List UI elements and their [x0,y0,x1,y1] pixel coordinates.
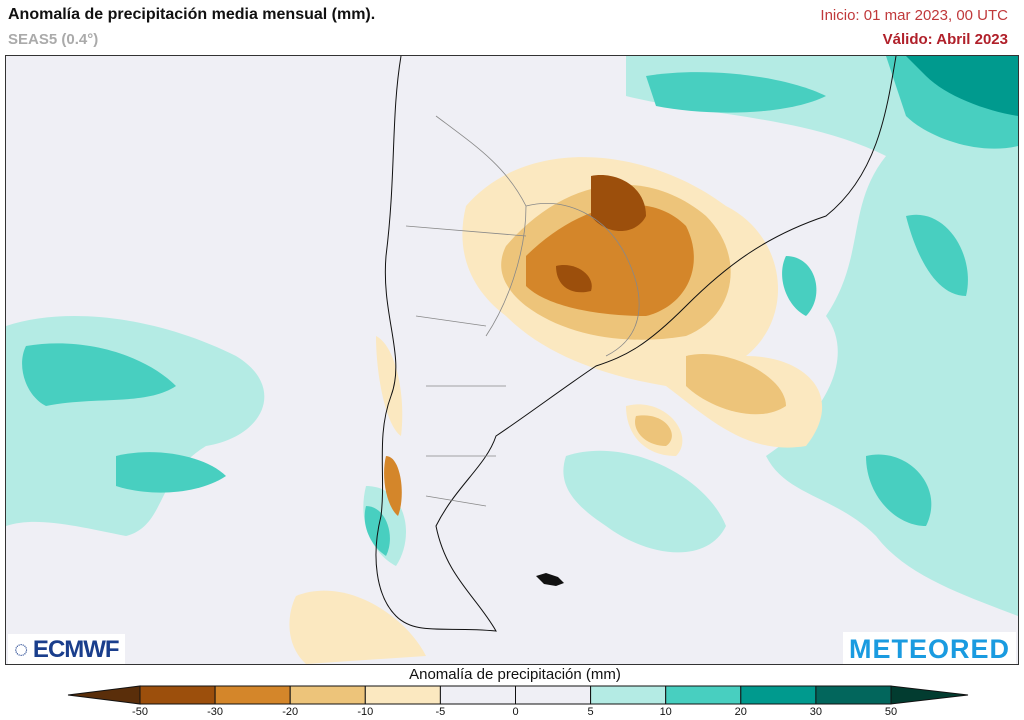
colorbar-tick-label: 5 [587,706,594,718]
colorbar-segment [590,685,667,705]
meteored-logo: METEORED [842,632,1016,664]
colorbar-tick-label: -20 [282,706,299,718]
wet-anomalies [6,56,1018,616]
precipitation-anomaly-map: ◌ ECMWF METEORED [5,55,1019,665]
colorbar-segment [665,685,742,705]
map-title: Anomalía de precipitación media mensual … [8,6,376,23]
colorbar-tick-label: -5 [435,706,446,718]
colorbar-segment [289,685,366,705]
init-date: Inicio: 01 mar 2023, 00 UTC [820,7,1008,24]
colorbar-tick-label: 50 [884,706,898,718]
colorbar-title: Anomalía de precipitación (mm) [409,666,621,683]
colorbar-segment [364,685,441,705]
colorbar-tick-label: -30 [207,706,224,718]
colorbar [67,685,969,705]
ecmwf-logo: ◌ ECMWF [8,634,125,664]
colorbar-segment [815,685,892,705]
wet-anomalies-very-strong [906,56,1018,116]
colorbar-tick-label: 30 [809,706,823,718]
dry-anomalies-very-strong [556,175,646,293]
valid-date: Válido: Abril 2023 [882,31,1008,48]
colorbar-segment [515,685,592,705]
colorbar-segment [214,685,291,705]
wet-anomalies-strong [22,56,1018,556]
colorbar-tick-label: 20 [734,706,747,718]
colorbar-tick-label: 0 [512,706,519,718]
colorbar-segment [139,685,216,705]
map-canvas [6,56,1018,664]
colorbar-segment [740,685,817,705]
colorbar-tick-label: -10 [357,706,374,718]
model-subtitle: SEAS5 (0.4°) [8,31,99,48]
colorbar-tick-label: 10 [659,706,672,718]
colorbar-tick-label: -50 [132,706,148,718]
colorbar-segment [439,685,516,705]
country-borders [405,115,640,507]
colorbar-over-triangle [890,685,969,705]
falkland-islands [536,573,564,586]
colorbar-under-triangle [67,685,141,705]
south-america-coastline [375,56,897,632]
